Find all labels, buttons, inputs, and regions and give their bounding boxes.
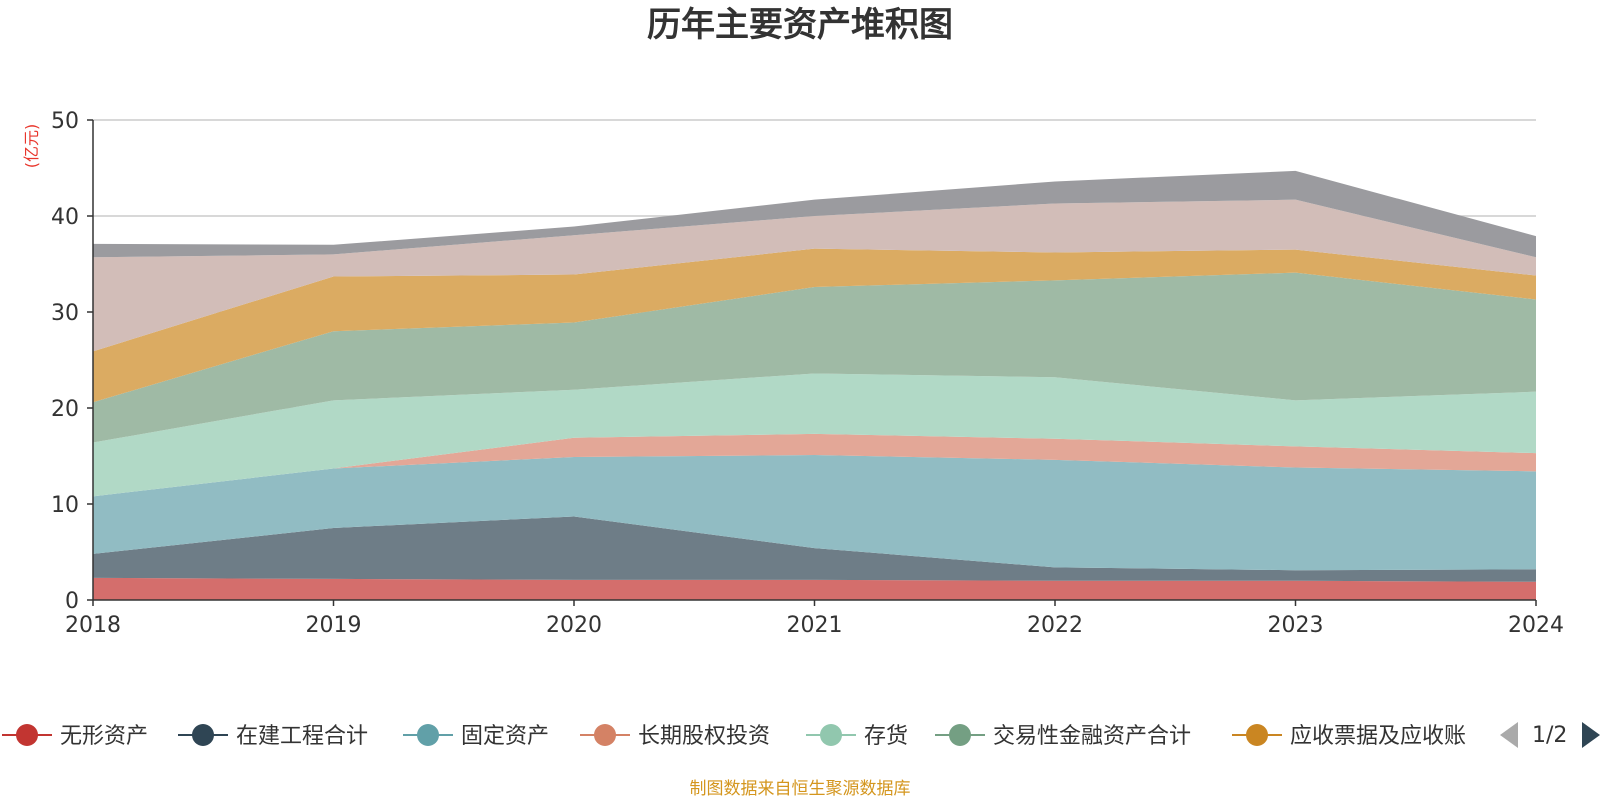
legend-label: 在建工程合计 <box>236 724 368 749</box>
x-tick-label: 2020 <box>546 613 602 638</box>
area-series-4 <box>93 433 1536 497</box>
y-unit-label: (亿元) <box>22 124 41 169</box>
source-note: 制图数据来自恒生聚源数据库 <box>690 779 911 799</box>
legend-marker-icon <box>16 724 38 746</box>
legend-marker-icon <box>594 724 616 746</box>
legend-label: 无形资产 <box>60 724 148 749</box>
legend-label: 存货 <box>864 724 908 749</box>
area-series-2 <box>93 516 1536 582</box>
area-series-6 <box>93 272 1536 443</box>
x-tick-label: 2018 <box>65 613 121 638</box>
area-series-3 <box>93 455 1536 571</box>
x-tick-label: 2022 <box>1027 613 1083 638</box>
legend-item[interactable]: 应收票据及应收账 <box>1232 724 1466 749</box>
area-series-7 <box>93 248 1536 403</box>
legend: 无形资产 在建工程合计 固定资产 长期股权投资 存货 交易性金融资产合计 应收票据及应收账 <box>2 724 1466 749</box>
x-tick-label: 2024 <box>1508 613 1564 638</box>
legend-marker-icon <box>820 724 842 746</box>
x-tick-label: 2023 <box>1268 613 1324 638</box>
y-tick-label: 10 <box>51 493 79 518</box>
legend-item[interactable]: 无形资产 <box>2 724 148 749</box>
chart-title: 历年主要资产堆积图 <box>647 5 953 45</box>
area-series-9 <box>93 170 1536 258</box>
triangle-right-icon[interactable] <box>1582 722 1600 748</box>
x-tick-label: 2019 <box>306 613 362 638</box>
y-tick-label: 50 <box>51 109 79 134</box>
legend-marker-icon <box>192 724 214 746</box>
legend-item[interactable]: 长期股权投资 <box>580 724 770 749</box>
legend-label: 应收票据及应收账 <box>1290 724 1466 749</box>
y-tick-label: 0 <box>65 589 79 614</box>
area-series-1 <box>93 577 1536 600</box>
axes: 0 10 20 30 40 50 2018 2019 2020 2021 2022 2023 2024 <box>51 109 1564 638</box>
legend-marker-icon <box>949 724 971 746</box>
y-tick-label: 20 <box>51 397 79 422</box>
area-series-group <box>93 170 1536 600</box>
pager-text: 1/2 <box>1532 723 1567 748</box>
legend-label: 长期股权投资 <box>638 724 770 749</box>
y-tick-label: 40 <box>51 205 79 230</box>
legend-label: 交易性金融资产合计 <box>993 724 1191 749</box>
legend-item[interactable]: 固定资产 <box>403 724 549 749</box>
triangle-left-icon[interactable] <box>1500 722 1518 748</box>
legend-marker-icon <box>417 724 439 746</box>
legend-item[interactable]: 交易性金融资产合计 <box>935 724 1191 749</box>
legend-marker-icon <box>1246 724 1268 746</box>
legend-item[interactable]: 在建工程合计 <box>178 724 368 749</box>
area-series-8 <box>93 199 1536 352</box>
legend-pager: 1/2 <box>1500 722 1600 748</box>
area-series-5 <box>93 373 1536 497</box>
legend-label: 固定资产 <box>461 724 549 749</box>
y-tick-label: 30 <box>51 301 79 326</box>
legend-item[interactable]: 存货 <box>806 724 908 749</box>
x-tick-label: 2021 <box>787 613 843 638</box>
